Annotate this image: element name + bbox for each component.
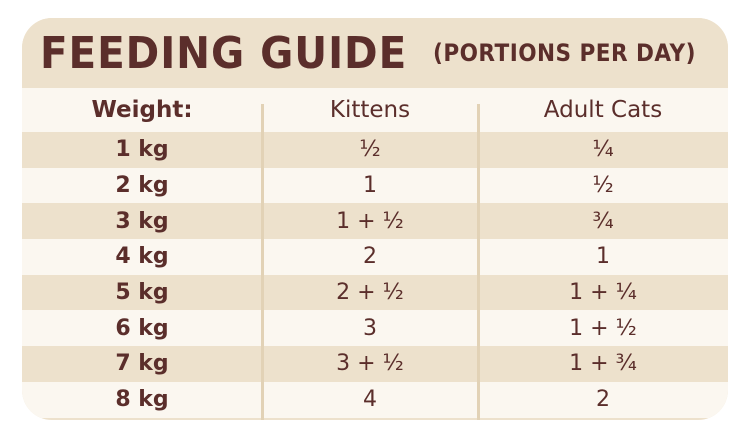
page-title: FEEDING GUIDE bbox=[40, 27, 408, 79]
adult-cell: 1 bbox=[596, 244, 610, 270]
feeding-guide-card: FEEDING GUIDE (PORTIONS PER DAY) Weight:… bbox=[22, 18, 728, 420]
weight-cell: 3 kg bbox=[115, 208, 169, 234]
adult-cell: 1 + ¼ bbox=[569, 280, 637, 306]
adult-cell: ¼ bbox=[592, 137, 614, 163]
page-subtitle: (PORTIONS PER DAY) bbox=[433, 39, 697, 67]
kittens-cell: 1 bbox=[363, 173, 377, 199]
table-header-row: Weight: Kittens Adult Cats bbox=[22, 88, 728, 132]
kittens-cell: ½ bbox=[359, 137, 381, 163]
kittens-cell: 3 bbox=[363, 315, 377, 341]
kittens-cell: 2 + ½ bbox=[336, 280, 404, 306]
table-row: 6 kg 3 1 + ½ bbox=[22, 310, 728, 347]
column-divider bbox=[261, 104, 264, 420]
weight-cell: 2 kg bbox=[115, 173, 169, 199]
adult-cell: 2 bbox=[596, 387, 610, 413]
table-row: 8 kg 4 2 bbox=[22, 381, 728, 418]
table-row: 1 kg ½ ¼ bbox=[22, 132, 728, 168]
header-adult-cats: Adult Cats bbox=[543, 97, 663, 123]
kittens-cell: 3 + ½ bbox=[336, 351, 404, 377]
weight-cell: 8 kg bbox=[115, 387, 169, 413]
adult-cell: ¾ bbox=[592, 208, 614, 234]
table-row: 4 kg 2 1 bbox=[22, 239, 728, 275]
table-row: 3 kg 1 + ½ ¾ bbox=[22, 203, 728, 240]
table-row: 2 kg 1 ½ bbox=[22, 167, 728, 204]
table-row: 5 kg 2 + ½ 1 + ¼ bbox=[22, 274, 728, 311]
kittens-cell: 4 bbox=[363, 387, 377, 413]
adult-cell: ½ bbox=[592, 173, 614, 199]
weight-cell: 5 kg bbox=[115, 280, 169, 306]
weight-cell: 1 kg bbox=[115, 137, 169, 163]
weight-cell: 6 kg bbox=[115, 315, 169, 341]
adult-cell: 1 + ½ bbox=[569, 315, 637, 341]
title-bar: FEEDING GUIDE (PORTIONS PER DAY) bbox=[22, 18, 728, 88]
feeding-table: Weight: Kittens Adult Cats 1 kg ½ ¼ 2 kg… bbox=[22, 88, 728, 418]
kittens-cell: 2 bbox=[363, 244, 377, 270]
column-divider bbox=[477, 104, 480, 420]
weight-cell: 4 kg bbox=[115, 244, 169, 270]
header-kittens: Kittens bbox=[329, 97, 411, 123]
adult-cell: 1 + ¾ bbox=[569, 351, 637, 377]
header-weight: Weight: bbox=[91, 97, 193, 123]
weight-cell: 7 kg bbox=[115, 351, 169, 377]
kittens-cell: 1 + ½ bbox=[336, 208, 404, 234]
table-row: 7 kg 3 + ½ 1 + ¾ bbox=[22, 346, 728, 382]
